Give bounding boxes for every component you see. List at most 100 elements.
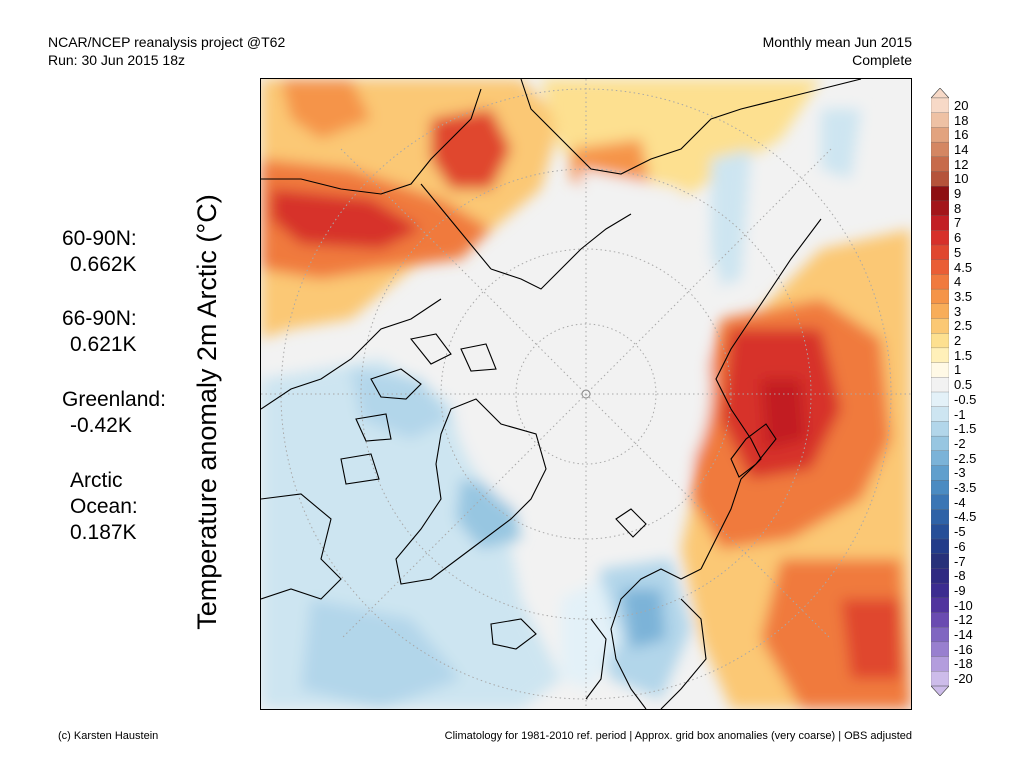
- colorbar-tick-label: -2.5: [954, 450, 977, 466]
- colorbar-swatch: [931, 524, 949, 540]
- colorbar-swatch: [931, 494, 949, 511]
- map-title: Temperature anomaly 2m Arctic (°C): [192, 194, 222, 630]
- colorbar-swatch: [931, 97, 949, 114]
- stat-label-2: Ocean:: [70, 495, 138, 518]
- colorbar-tick-label: -10: [954, 597, 973, 613]
- colorbar-swatch: [931, 303, 949, 319]
- colorbar-bottom-arrow: [931, 685, 949, 696]
- stat-66-90n: 66-90N: 0.621K: [62, 306, 137, 358]
- colorbar-tick-label: -4: [954, 494, 966, 510]
- colorbar-tick-label: -5: [954, 524, 966, 540]
- stat-value: 0.187K: [70, 521, 137, 544]
- colorbar-tick-label: 8: [954, 200, 962, 216]
- colorbar-tick-label: -6: [954, 538, 966, 554]
- colorbar-swatch: [931, 171, 949, 187]
- colorbar-tick-label: 16: [954, 127, 969, 143]
- colorbar-tick-label: -2: [954, 435, 966, 451]
- colorbar-swatch: [931, 480, 949, 496]
- colorbar-swatch: [931, 362, 949, 378]
- colorbar-tick-label: -8: [954, 568, 966, 584]
- colorbar-swatch: [931, 288, 949, 305]
- colorbar-swatch: [931, 200, 949, 217]
- footer-note: Climatology for 1981-2010 ref. period | …: [444, 730, 912, 742]
- colorbar-swatch: [931, 568, 949, 584]
- colorbar-tick-label: 4.5: [954, 259, 973, 275]
- colorbar-swatch: [931, 112, 949, 128]
- stat-greenland: Greenland: -0.42K: [62, 387, 166, 439]
- stat-label: 66-90N:: [62, 307, 137, 330]
- colorbar-swatch: [931, 656, 949, 672]
- model-name: NCAR/NCEP reanalysis project @T62: [48, 34, 286, 50]
- colorbar-swatch: [931, 333, 949, 349]
- colorbar-tick-label: -14: [954, 627, 973, 643]
- colorbar-tick-label: 5: [954, 244, 962, 260]
- colorbar-tick-label: -18: [954, 656, 973, 672]
- colorbar-swatch: [931, 627, 949, 643]
- run-time: Run: 30 Jun 2015 18z: [48, 52, 185, 68]
- colorbar-tick-label: -1.5: [954, 421, 977, 437]
- colorbar-swatch: [931, 274, 949, 290]
- colorbar-tick-label: -3: [954, 465, 966, 481]
- stat-arctic-ocean: Arctic Ocean: 0.187K: [70, 468, 138, 546]
- stat-label: Greenland:: [62, 388, 166, 411]
- colorbar-tick-label: 10: [954, 171, 969, 187]
- colorbar-swatch: [931, 450, 949, 466]
- header-right: Monthly mean Jun 2015 Complete: [763, 33, 912, 69]
- colorbar-swatch: [931, 641, 949, 658]
- colorbar-tick-label: -9: [954, 582, 966, 598]
- colorbar-swatch: [931, 377, 949, 393]
- colorbar-tick-label: 12: [954, 156, 969, 172]
- colorbar-tick-label: 6: [954, 230, 962, 246]
- colorbar-tick-label: -1: [954, 406, 966, 422]
- map-canvas: [261, 79, 911, 709]
- colorbar-swatch: [931, 215, 949, 231]
- colorbar-tick-label: -12: [954, 612, 973, 628]
- pole-marker: [581, 389, 591, 399]
- stat-60-90n: 60-90N: 0.662K: [62, 226, 137, 278]
- colorbar-swatch: [931, 230, 949, 246]
- colorbar-swatch: [931, 186, 949, 202]
- colorbar-swatch: [931, 259, 949, 275]
- colorbar-swatch: [931, 597, 949, 613]
- stat-label: 60-90N:: [62, 227, 137, 250]
- colorbar-tick-label: 2.5: [954, 318, 973, 334]
- colorbar-tick-label: 20: [954, 97, 969, 113]
- colorbar-tick-label: 1: [954, 362, 962, 378]
- colorbar-tick-label: 0.5: [954, 377, 973, 393]
- colorbar: [931, 88, 949, 696]
- colorbar-swatch: [931, 538, 949, 555]
- colorbar-tick-label: 4: [954, 274, 962, 290]
- colorbar-swatch: [931, 553, 949, 569]
- colorbar-tick-label: -16: [954, 641, 973, 657]
- colorbar-swatch: [931, 406, 949, 422]
- stat-value: 0.662K: [70, 253, 137, 276]
- colorbar-tick-label: -4.5: [954, 509, 977, 525]
- colorbar-tick-label: 3: [954, 303, 962, 319]
- colorbar-swatch: [931, 435, 949, 452]
- coastlines: [261, 79, 862, 709]
- colorbar-swatch: [931, 244, 949, 261]
- colorbar-swatch: [931, 612, 949, 628]
- colorbar-swatch: [931, 156, 949, 172]
- anomaly-map: [260, 78, 912, 710]
- colorbar-swatch: [931, 671, 949, 687]
- header-left: NCAR/NCEP reanalysis project @T62 Run: 3…: [48, 33, 285, 69]
- stat-value: 0.621K: [70, 333, 137, 356]
- colorbar-tick-label: -3.5: [954, 480, 977, 496]
- colorbar-swatch: [931, 127, 949, 143]
- graticule: [261, 79, 911, 709]
- colorbar-swatch: [931, 391, 949, 408]
- colorbar-tick-label: 14: [954, 141, 969, 157]
- colorbar-tick-label: -20: [954, 671, 973, 687]
- footer-credit: (c) Karsten Haustein: [58, 730, 159, 742]
- period-label: Monthly mean Jun 2015: [762, 34, 912, 50]
- colorbar-tick-label: 3.5: [954, 288, 973, 304]
- colorbar-tick-label: 7: [954, 215, 962, 231]
- colorbar-swatch: [931, 421, 949, 437]
- colorbar-swatch: [931, 347, 949, 364]
- anomaly-fill: [261, 79, 911, 709]
- colorbar-tick-label: -0.5: [954, 391, 977, 407]
- colorbar-tick-label: 1.5: [954, 347, 973, 363]
- status-label: Complete: [852, 52, 912, 68]
- colorbar-tick-label: 9: [954, 186, 962, 202]
